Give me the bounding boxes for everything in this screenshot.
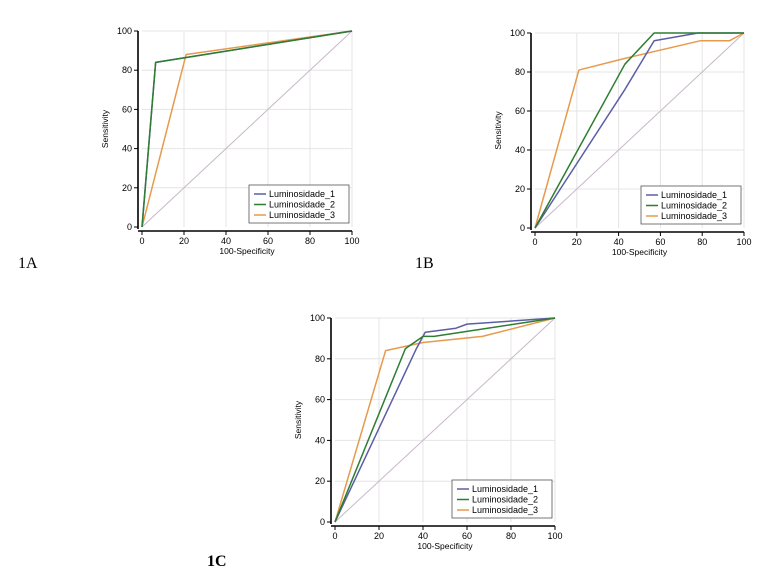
y-tick-label: 100 xyxy=(117,26,132,36)
x-tick-label: 100 xyxy=(547,531,562,541)
y-axis-title: Sensitivity xyxy=(493,111,503,150)
y-tick-label: 0 xyxy=(320,517,325,527)
series-line-1 xyxy=(334,317,556,523)
x-tick-label: 40 xyxy=(221,236,231,246)
x-tick-label: 40 xyxy=(614,237,624,247)
reference-diagonal xyxy=(334,317,556,523)
roc-chart-1b-svg: 0 20 40 60 80 100 0 20 40 60 80 100 100-Specificity S… xyxy=(493,28,752,257)
roc-chart-1a-svg: 0 20 40 60 80 100 0 20 40 60 80 100 100-Specificity S… xyxy=(100,26,360,256)
x-tick-label: 40 xyxy=(418,531,428,541)
y-tick-label: 80 xyxy=(122,65,132,75)
y-tick-label: 80 xyxy=(515,67,525,77)
y-tick-label: 60 xyxy=(515,106,525,116)
x-axis-title: 100-Specificity xyxy=(219,246,275,256)
legend-label-1: Luminosidade_1 xyxy=(661,190,727,200)
x-tick-label: 0 xyxy=(139,236,144,246)
x-tick-label: 0 xyxy=(332,531,337,541)
x-tick-label: 20 xyxy=(572,237,582,247)
x-tick-label: 0 xyxy=(532,237,537,247)
y-tick-label: 100 xyxy=(310,313,325,323)
legend-label-3: Luminosidade_3 xyxy=(661,211,727,221)
legend-label-2: Luminosidade_2 xyxy=(472,495,538,505)
legend-label-2: Luminosidade_2 xyxy=(661,201,727,211)
panel-label-1b: 1B xyxy=(415,255,434,272)
series-line-3 xyxy=(534,32,745,229)
series-line-2 xyxy=(334,317,556,523)
series-line-3 xyxy=(141,30,353,228)
roc-chart-1a: 0 20 40 60 80 100 0 20 40 60 80 100 100-Specificity S… xyxy=(96,20,364,265)
legend-label-3: Luminosidade_3 xyxy=(269,210,335,220)
y-axis-title: Sensitivity xyxy=(100,109,110,148)
y-tick-label: 0 xyxy=(520,223,525,233)
roc-chart-1c-svg: 0 20 40 60 80 100 0 20 40 60 80 100 100-Specificity S… xyxy=(293,313,563,551)
x-axis-title: 100-Specificity xyxy=(612,247,668,257)
roc-chart-1c: 0 20 40 60 80 100 0 20 40 60 80 100 100-Specificity S… xyxy=(286,305,576,563)
x-tick-label: 60 xyxy=(655,237,665,247)
series-line-3 xyxy=(334,317,556,523)
panel-label-1a: 1A xyxy=(18,255,38,272)
x-tick-label: 60 xyxy=(462,531,472,541)
reference-diagonal xyxy=(141,30,353,228)
x-tick-label: 80 xyxy=(506,531,516,541)
y-tick-label: 60 xyxy=(315,395,325,405)
y-tick-label: 20 xyxy=(122,183,132,193)
y-tick-label: 40 xyxy=(515,145,525,155)
legend-label-3: Luminosidade_3 xyxy=(472,505,538,515)
y-tick-label: 60 xyxy=(122,104,132,114)
y-tick-label: 40 xyxy=(122,144,132,154)
series-line-2 xyxy=(534,32,744,229)
x-tick-label: 100 xyxy=(344,236,359,246)
x-tick-label: 20 xyxy=(179,236,189,246)
y-tick-label: 100 xyxy=(510,28,525,38)
y-tick-label: 80 xyxy=(315,354,325,364)
series-line-2 xyxy=(141,30,353,228)
y-tick-label: 20 xyxy=(515,184,525,194)
x-tick-label: 80 xyxy=(697,237,707,247)
x-axis-title: 100-Specificity xyxy=(417,541,473,551)
x-tick-label: 100 xyxy=(736,237,751,247)
roc-chart-1b: 0 20 40 60 80 100 0 20 40 60 80 100 100-Specificity S… xyxy=(490,22,758,267)
x-tick-label: 60 xyxy=(263,236,273,246)
y-axis-title: Sensitivity xyxy=(293,400,303,439)
panel-label-1c: 1C xyxy=(207,553,227,570)
y-tick-label: 0 xyxy=(127,222,132,232)
x-tick-label: 80 xyxy=(305,236,315,246)
reference-diagonal xyxy=(534,32,745,229)
y-tick-label: 20 xyxy=(315,476,325,486)
legend-label-1: Luminosidade_1 xyxy=(269,189,335,199)
x-tick-label: 20 xyxy=(374,531,384,541)
y-tick-label: 40 xyxy=(315,435,325,445)
legend-label-2: Luminosidade_2 xyxy=(269,200,335,210)
legend-label-1: Luminosidade_1 xyxy=(472,484,538,494)
